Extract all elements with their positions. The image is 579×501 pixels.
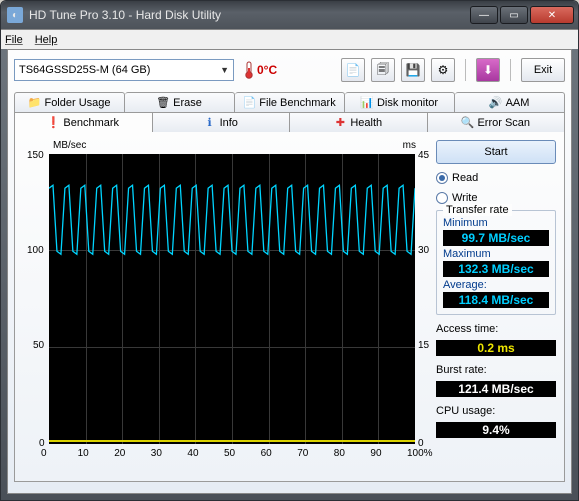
x-tick: 0 [41, 448, 47, 459]
client-area: TS64GSSD25S-M (64 GB) ▼ 0°C 📄 🗐 💾 ⚙ ⬇ Ex… [7, 49, 572, 494]
health-icon: ✚ [334, 117, 346, 129]
x-tick: 20 [114, 448, 125, 459]
menubar: File Help [1, 29, 578, 49]
tab-info[interactable]: ℹ Info [153, 112, 291, 132]
radio-icon [436, 172, 448, 184]
y-tick-r: 45 [418, 150, 429, 161]
benchmark-icon: ❗ [47, 117, 59, 129]
x-tick: 10 [78, 448, 89, 459]
window-title: HD Tune Pro 3.10 - Hard Disk Utility [29, 8, 470, 22]
radio-write[interactable]: Write [436, 192, 556, 204]
y-tick: 100 [27, 245, 44, 256]
app-window: ◐ HD Tune Pro 3.10 - Hard Disk Utility —… [0, 0, 579, 501]
stat-label: Average: [443, 279, 549, 291]
save-button[interactable]: 💾 [401, 58, 425, 82]
tab-health[interactable]: ✚ Health [290, 112, 428, 132]
temperature-indicator: 0°C [244, 61, 277, 79]
monitor-icon: 📊 [361, 97, 373, 109]
tab-benchmark[interactable]: ❗ Benchmark [14, 112, 153, 132]
group-title: Transfer rate [443, 204, 512, 216]
x-tick: 100% [407, 448, 433, 459]
temperature-value: 0°C [257, 63, 277, 77]
thermometer-icon [244, 61, 254, 79]
file-icon: 📄 [243, 97, 255, 109]
minimize-tray-button[interactable]: ⬇ [476, 58, 500, 82]
access-line [49, 440, 415, 442]
drive-select-value: TS64GSSD25S-M (64 GB) [19, 64, 150, 76]
minimize-button[interactable]: — [470, 6, 498, 24]
radio-read[interactable]: Read [436, 172, 556, 184]
y-tick: 50 [33, 340, 44, 351]
search-icon: 🔍 [461, 117, 473, 129]
info-icon: ℹ [204, 117, 216, 129]
exit-button[interactable]: Exit [521, 58, 565, 82]
tab-file-benchmark[interactable]: 📄 File Benchmark [235, 92, 345, 112]
toolbar-separator [465, 59, 466, 81]
stat-label: Minimum [443, 217, 549, 229]
stat-label: CPU usage: [436, 405, 556, 417]
x-tick: 50 [224, 448, 235, 459]
y-tick-r: 15 [418, 340, 429, 351]
copy-info-button[interactable]: 📄 [341, 58, 365, 82]
tab-aam[interactable]: 🔊 AAM [455, 92, 565, 112]
tab-error-scan[interactable]: 🔍 Error Scan [428, 112, 566, 132]
tabs: 📁 Folder Usage 🗑 Erase 📄 File Benchmark … [14, 92, 565, 482]
options-button[interactable]: ⚙ [431, 58, 455, 82]
tab-disk-monitor[interactable]: 📊 Disk monitor [345, 92, 455, 112]
group-transfer-rate: Transfer rate Minimum 99.7 MB/sec Maximu… [436, 210, 556, 315]
speaker-icon: 🔊 [490, 97, 502, 109]
stat-value: 121.4 MB/sec [436, 381, 556, 397]
stat-label: Burst rate: [436, 364, 556, 376]
maximize-button[interactable]: ▭ [500, 6, 528, 24]
menu-file[interactable]: File [5, 34, 23, 46]
x-tick: 40 [187, 448, 198, 459]
y-tick: 150 [27, 150, 44, 161]
benchmark-panel: MB/sec ms 150 100 50 0 45 30 15 0 010203… [14, 132, 565, 482]
y-tick-r: 30 [418, 245, 429, 256]
stat-value: 118.4 MB/sec [443, 292, 549, 308]
close-button[interactable]: ✕ [530, 6, 574, 24]
x-tick: 30 [151, 448, 162, 459]
x-tick: 90 [370, 448, 381, 459]
stat-label: Maximum [443, 248, 549, 260]
toolbar-separator [510, 59, 511, 81]
toolbar: TS64GSSD25S-M (64 GB) ▼ 0°C 📄 🗐 💾 ⚙ ⬇ Ex… [14, 56, 565, 84]
chart [49, 154, 415, 444]
stat-label: Access time: [436, 323, 556, 335]
chevron-down-icon: ▼ [220, 65, 229, 75]
stat-value: 0.2 ms [436, 340, 556, 356]
x-tick: 80 [334, 448, 345, 459]
folder-icon: 📁 [28, 97, 40, 109]
x-tick: 60 [261, 448, 272, 459]
chart-area: MB/sec ms 150 100 50 0 45 30 15 0 010203… [23, 140, 428, 473]
stat-value: 132.3 MB/sec [443, 261, 549, 277]
side-panel: Start Read Write Transfer rate Minimum 9… [436, 140, 556, 473]
transfer-line [49, 154, 415, 444]
tab-erase[interactable]: 🗑 Erase [125, 92, 235, 112]
stat-value: 9.4% [436, 422, 556, 438]
copy-screenshot-button[interactable]: 🗐 [371, 58, 395, 82]
titlebar[interactable]: ◐ HD Tune Pro 3.10 - Hard Disk Utility —… [1, 1, 578, 29]
x-tick: 70 [297, 448, 308, 459]
start-button[interactable]: Start [436, 140, 556, 164]
y-right-unit: ms [403, 140, 416, 151]
trash-icon: 🗑 [157, 97, 169, 109]
stat-value: 99.7 MB/sec [443, 230, 549, 246]
y-left-unit: MB/sec [53, 140, 86, 151]
radio-icon [436, 192, 448, 204]
app-icon: ◐ [7, 7, 23, 23]
tab-folder-usage[interactable]: 📁 Folder Usage [14, 92, 125, 112]
drive-select[interactable]: TS64GSSD25S-M (64 GB) ▼ [14, 59, 234, 81]
menu-help[interactable]: Help [35, 34, 58, 46]
